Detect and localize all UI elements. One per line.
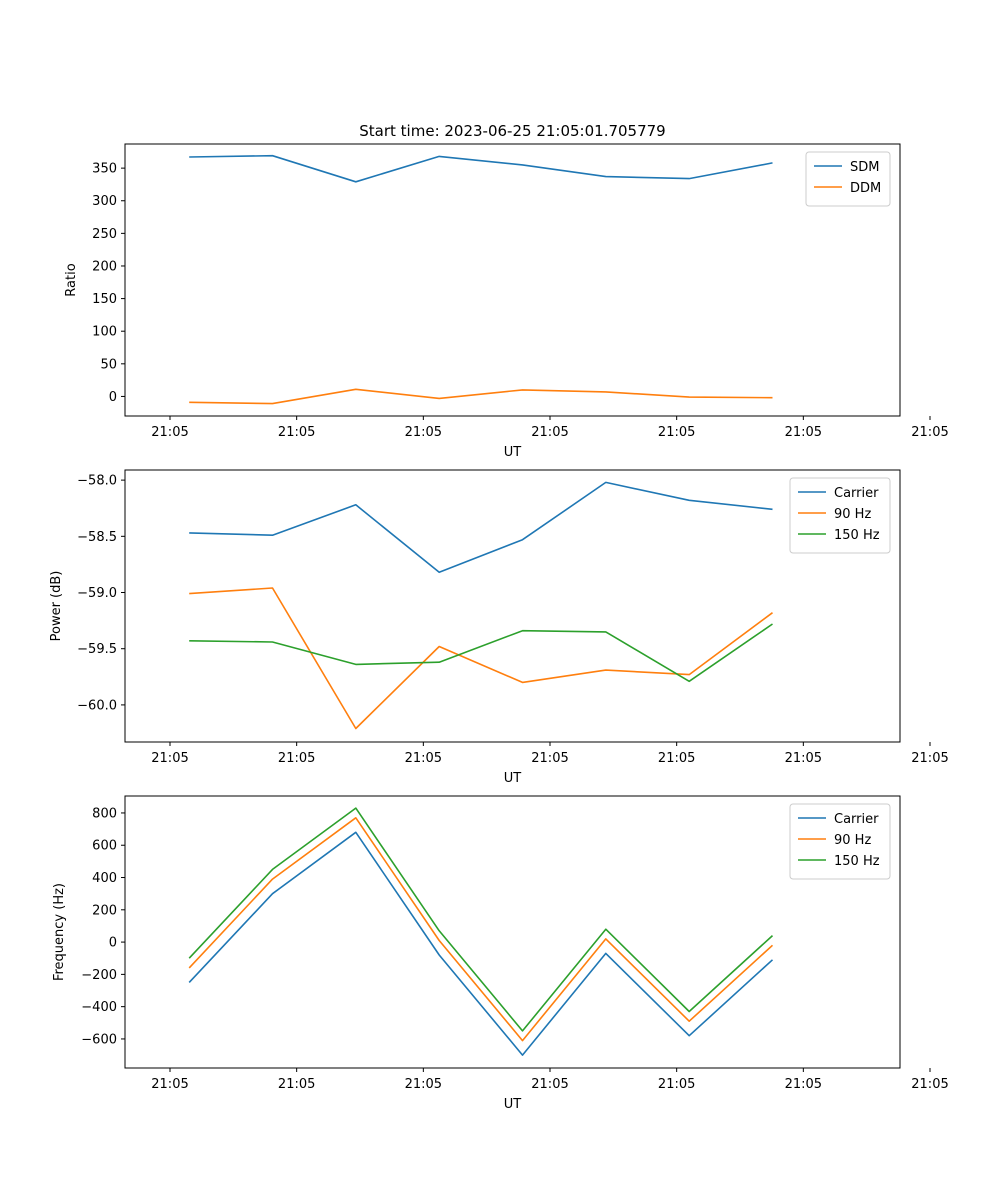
y-tick-label: 0 — [109, 936, 117, 951]
y-tick-label: 300 — [92, 194, 117, 209]
x-tick-label: 21:05 — [531, 751, 568, 766]
x-tick-label: 21:05 — [785, 425, 822, 440]
x-tick-label: 21:05 — [911, 425, 948, 440]
y-tick-label: −59.5 — [77, 642, 117, 657]
x-tick-label: 21:05 — [151, 425, 188, 440]
series-line-90-hz — [188, 816, 774, 1042]
y-tick-label: 200 — [92, 903, 117, 918]
series-line-carrier — [189, 481, 773, 574]
x-axis-label: UT — [504, 1097, 522, 1112]
legend-label: Carrier — [834, 486, 879, 501]
legend-label: SDM — [850, 160, 879, 175]
x-tick-label: 21:05 — [911, 1077, 948, 1092]
series-line-150-hz — [189, 623, 773, 683]
x-tick-label: 21:05 — [658, 751, 695, 766]
x-axis-label: UT — [504, 445, 522, 460]
y-tick-label: 800 — [92, 806, 117, 821]
y-tick-label: −58.5 — [77, 530, 117, 545]
axes-frame — [124, 143, 901, 417]
y-tick-label: 100 — [92, 325, 117, 340]
y-axis-label: Power (dB) — [49, 571, 64, 642]
axes-frame — [124, 469, 901, 743]
y-tick-label: 350 — [92, 162, 117, 177]
y-tick-label: 50 — [100, 357, 117, 372]
chart-title: Start time: 2023-06-25 21:05:01.705779 — [359, 122, 665, 140]
legend: Carrier 90 Hz 150 Hz — [789, 477, 891, 554]
x-tick-label: 21:05 — [785, 751, 822, 766]
legend: Carrier 90 Hz 150 Hz — [789, 803, 891, 880]
x-tick-label: 21:05 — [911, 751, 948, 766]
legend-label: DDM — [850, 181, 881, 196]
x-tick-label: 21:05 — [531, 425, 568, 440]
x-tick-label: 21:05 — [658, 1077, 695, 1092]
chart-3: 21:05 21:05 21:05 21:05 21:05 21:05 21:05 −600 −… — [52, 795, 949, 1112]
x-axis-label: UT — [504, 771, 522, 786]
legend-label: 90 Hz — [834, 507, 871, 522]
y-tick-label: −60.0 — [77, 698, 117, 713]
x-tick-label: 21:05 — [151, 751, 188, 766]
series-line-150-hz — [188, 807, 774, 1032]
y-tick-label: −400 — [81, 1000, 117, 1015]
y-tick-label: −58.0 — [77, 474, 117, 489]
y-tick-label: −600 — [81, 1032, 117, 1047]
y-tick-label: 600 — [92, 839, 117, 854]
legend-label: 150 Hz — [834, 854, 880, 869]
y-tick-label: 150 — [92, 292, 117, 307]
x-tick-label: 21:05 — [405, 751, 442, 766]
x-tick-label: 21:05 — [658, 425, 695, 440]
legend-label: 150 Hz — [834, 528, 880, 543]
x-tick-label: 21:05 — [278, 751, 315, 766]
y-axis-label: Ratio — [64, 263, 79, 296]
y-tick-label: 400 — [92, 871, 117, 886]
y-tick-label: −59.0 — [77, 586, 117, 601]
x-tick-label: 21:05 — [405, 425, 442, 440]
x-tick-label: 21:05 — [405, 1077, 442, 1092]
y-tick-label: 250 — [92, 227, 117, 242]
x-tick-label: 21:05 — [278, 1077, 315, 1092]
axes-frame — [124, 795, 901, 1069]
chart-1: Start time: 2023-06-25 21:05:01.705779 21… — [64, 122, 949, 460]
series-line-ddm — [189, 388, 773, 405]
x-tick-label: 21:05 — [531, 1077, 568, 1092]
y-tick-label: 0 — [109, 390, 117, 405]
x-tick-label: 21:05 — [278, 425, 315, 440]
series-line-carrier — [188, 831, 774, 1056]
x-tick-label: 21:05 — [785, 1077, 822, 1092]
legend: SDM DDM — [805, 151, 891, 207]
legend-label: 90 Hz — [834, 833, 871, 848]
series-line-90-hz — [189, 587, 773, 730]
legend-label: Carrier — [834, 812, 879, 827]
chart-2: 21:05 21:05 21:05 21:05 21:05 21:05 21:05 −60.0… — [49, 469, 949, 786]
series-line-sdm — [189, 154, 773, 183]
y-axis-label: Frequency (Hz) — [52, 883, 67, 981]
y-tick-label: −200 — [81, 968, 117, 983]
y-tick-label: 200 — [92, 259, 117, 274]
x-tick-label: 21:05 — [151, 1077, 188, 1092]
